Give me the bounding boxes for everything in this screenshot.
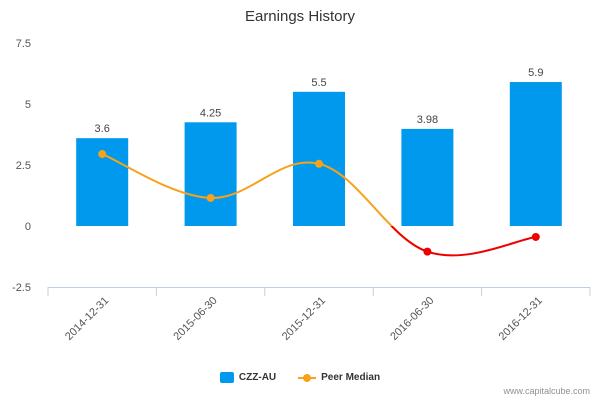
x-tick-label: 2016-12-31 [497,295,545,343]
bars-layer [76,82,562,226]
peer-median-layer [98,150,540,257]
y-tick-label: 5 [25,99,31,111]
y-tick-label: 0 [25,221,31,233]
bar-value-label: 4.25 [200,107,221,119]
bar-czz-au[interactable] [293,91,345,226]
bar-value-label: 3.6 [95,123,110,135]
bar-czz-au[interactable] [401,128,454,226]
chart-title: Earnings History [244,8,356,25]
peer-median-line-segment [101,153,211,199]
peer-median-line-segment [427,235,536,257]
peer-median-point[interactable] [206,193,215,202]
x-tick-label: 2015-06-30 [171,295,219,343]
bar-value-label: 3.98 [417,114,438,126]
legend-label-czz-au: CZZ-AU [238,372,277,383]
credit-text[interactable]: www.capitalcube.com [503,386,590,396]
peer-median-line-segment [210,161,320,199]
bar-value-label: 5.9 [528,67,543,79]
x-tick-label: 2016-06-30 [388,295,436,343]
legend-swatch-czz-au [219,372,234,383]
peer-median-line-negative [390,226,428,253]
y-tick-label: 2.5 [16,160,31,172]
bar-czz-au[interactable] [509,82,562,226]
x-tick-label: 2014-12-31 [63,295,111,343]
bar-labels-layer: 3.6 4.25 5.5 3.98 5.9 [95,67,544,135]
legend-marker-peer-median [298,372,317,383]
legend-item-czz-au[interactable]: CZZ-AU [219,372,277,383]
legend-label-peer-median: Peer Median [321,372,381,383]
peer-median-point[interactable] [315,159,323,168]
peer-median-point[interactable] [423,247,432,256]
x-tick-label: 2015-12-31 [280,295,328,343]
legend-item-peer-median[interactable]: Peer Median [298,372,380,383]
legend: CZZ-AU Peer Median [0,372,600,383]
peer-median-point[interactable] [531,232,540,241]
y-tick-label: 7.5 [16,38,31,50]
bar-value-label: 5.5 [311,77,326,89]
peer-median-point[interactable] [98,150,107,159]
bar-czz-au[interactable] [184,122,237,226]
y-tick-label: -2.5 [12,282,31,294]
